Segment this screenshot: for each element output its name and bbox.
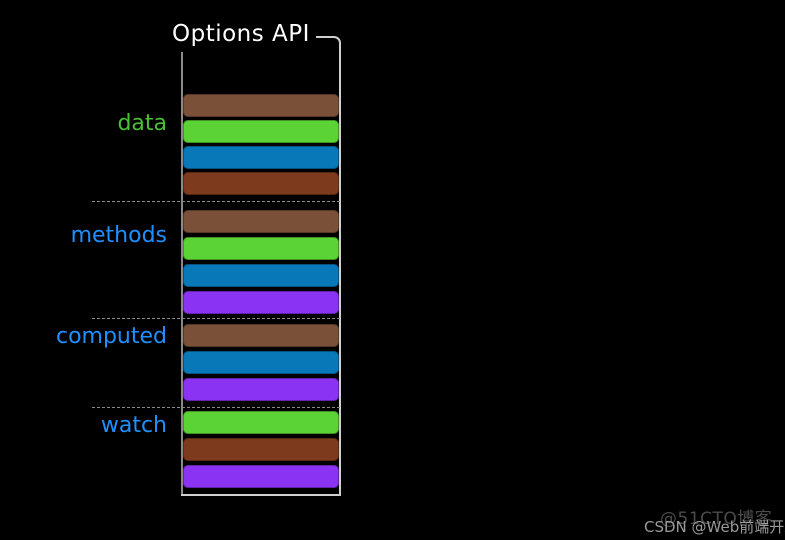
panel-left-border — [181, 52, 183, 494]
group-separator — [92, 407, 340, 408]
bar-computed-2 — [183, 351, 339, 374]
group-label-data: data — [117, 111, 167, 136]
bar-data-4 — [183, 172, 339, 195]
title-connector-line — [316, 36, 341, 496]
bar-data-3 — [183, 146, 339, 169]
bar-watch-2 — [183, 438, 339, 461]
bar-watch-3 — [183, 465, 339, 488]
bar-data-2 — [183, 120, 339, 143]
group-separator — [92, 201, 340, 202]
group-separator — [92, 318, 340, 319]
diagram-title: Options API — [172, 21, 310, 47]
group-label-watch: watch — [100, 413, 167, 438]
bar-data-1 — [183, 94, 339, 117]
panel-bottom-border — [181, 494, 341, 496]
bar-methods-2 — [183, 237, 339, 260]
group-label-methods: methods — [70, 223, 167, 248]
bar-watch-1 — [183, 411, 339, 434]
watermark-csdn: CSDN @Web前端开发 — [644, 518, 785, 536]
bar-methods-1 — [183, 210, 339, 233]
bar-methods-4 — [183, 291, 339, 314]
group-label-computed: computed — [55, 324, 167, 349]
watermark-51cto: @51CTO博客 — [660, 509, 773, 529]
bar-computed-1 — [183, 324, 339, 347]
bar-methods-3 — [183, 264, 339, 287]
bar-computed-3 — [183, 378, 339, 401]
